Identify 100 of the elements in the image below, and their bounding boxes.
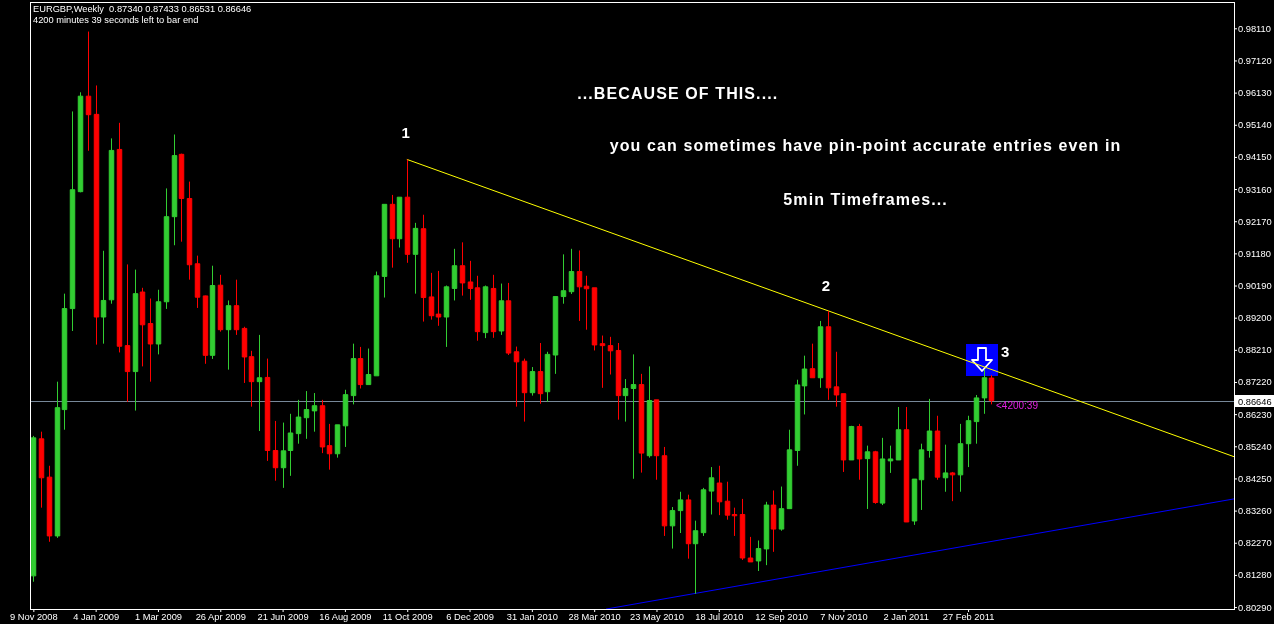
candlestick bbox=[295, 399, 302, 445]
annotation: ...BECAUSE OF THIS.... bbox=[577, 84, 779, 102]
candlestick bbox=[537, 342, 544, 405]
y-tick-label: 0.84250 bbox=[1238, 473, 1272, 484]
x-tick-label: 16 Aug 2009 bbox=[319, 611, 372, 622]
candlestick bbox=[615, 342, 622, 421]
candlestick bbox=[248, 350, 255, 408]
candlestick bbox=[93, 84, 100, 346]
candlestick bbox=[412, 222, 419, 295]
y-tick-label: 0.80290 bbox=[1238, 602, 1272, 613]
candlestick bbox=[124, 263, 131, 403]
x-tick-label: 9 Nov 2008 bbox=[10, 611, 58, 622]
candlestick bbox=[731, 507, 738, 537]
candlestick bbox=[825, 310, 832, 401]
y-tick-label: 0.95140 bbox=[1238, 120, 1272, 131]
candlestick bbox=[801, 355, 808, 415]
candlestick bbox=[490, 274, 497, 339]
candlestick bbox=[521, 358, 528, 423]
candlestick bbox=[794, 379, 801, 467]
candlestick bbox=[147, 298, 154, 383]
candlestick bbox=[365, 348, 372, 386]
candlestick bbox=[482, 285, 489, 339]
candlestick bbox=[435, 270, 442, 327]
candlestick bbox=[856, 423, 863, 481]
candlestick bbox=[513, 346, 520, 408]
candlestick bbox=[599, 335, 606, 389]
candlestick bbox=[303, 390, 310, 440]
candlestick bbox=[233, 279, 240, 336]
annotation: <4200:39 bbox=[996, 400, 1039, 412]
candlestick bbox=[241, 326, 248, 384]
candlestick bbox=[209, 265, 216, 360]
candlestick bbox=[638, 373, 645, 474]
candlestick bbox=[116, 122, 123, 353]
candlestick bbox=[895, 406, 902, 461]
candlestick bbox=[54, 381, 61, 539]
candlestick bbox=[311, 392, 318, 433]
candlestick bbox=[957, 423, 964, 493]
annotation: you can sometimes have pin-point accurate entries even in bbox=[609, 137, 1122, 155]
candlestick bbox=[381, 203, 388, 299]
candlestick bbox=[217, 274, 224, 333]
candlestick bbox=[763, 501, 770, 566]
candlestick bbox=[903, 406, 910, 523]
candlestick bbox=[739, 498, 746, 561]
candlestick bbox=[544, 351, 551, 403]
x-tick-label: 27 Feb 2011 bbox=[942, 611, 995, 622]
candlestick bbox=[467, 260, 474, 301]
candlestick bbox=[319, 399, 326, 454]
candlestick bbox=[389, 194, 396, 269]
candlestick bbox=[256, 334, 263, 432]
candlestick bbox=[770, 489, 777, 553]
candlestick bbox=[607, 336, 614, 376]
candlestick bbox=[708, 466, 715, 515]
annotation: 3 bbox=[1001, 343, 1010, 361]
x-tick-label: 7 Nov 2010 bbox=[820, 611, 868, 622]
candlestick bbox=[879, 437, 886, 506]
candlestick bbox=[622, 378, 629, 423]
y-tick-label: 0.87220 bbox=[1238, 377, 1272, 388]
candlestick bbox=[988, 374, 995, 405]
candlestick bbox=[926, 398, 933, 459]
candlestick bbox=[661, 446, 668, 537]
candlestick bbox=[646, 365, 653, 459]
candlestick bbox=[178, 153, 185, 243]
x-tick-label: 4 Jan 2009 bbox=[73, 611, 120, 622]
y-tick-label: 0.97120 bbox=[1238, 55, 1272, 66]
candlestick bbox=[420, 214, 427, 323]
y-tick-label: 0.92170 bbox=[1238, 216, 1272, 227]
annotation: 5min Timeframes... bbox=[783, 190, 948, 208]
y-tick-label: 0.88210 bbox=[1238, 345, 1272, 356]
candlestick bbox=[981, 369, 988, 415]
candlestick bbox=[139, 287, 146, 367]
y-tick-label: 0.90190 bbox=[1238, 281, 1272, 291]
x-tick-label: 6 Dec 2009 bbox=[446, 611, 494, 622]
candlestick bbox=[716, 465, 723, 516]
candlestick bbox=[46, 465, 53, 543]
y-tick-label: 0.89200 bbox=[1238, 313, 1272, 324]
candlestick bbox=[326, 423, 333, 471]
candlestick bbox=[677, 491, 684, 534]
candlestick bbox=[630, 353, 637, 480]
y-tick-label: 0.93160 bbox=[1238, 184, 1272, 195]
candlestick bbox=[747, 536, 754, 563]
candlestick bbox=[342, 389, 349, 448]
x-tick-label: 31 Jan 2010 bbox=[506, 611, 558, 622]
candlestick bbox=[498, 283, 505, 336]
candlestick bbox=[404, 159, 411, 264]
x-tick-label: 21 Jun 2009 bbox=[257, 611, 309, 622]
y-tick-label: 0.91180 bbox=[1238, 248, 1271, 259]
candlestick bbox=[459, 241, 466, 297]
candlestick bbox=[69, 110, 76, 332]
annotation: 2 bbox=[821, 277, 831, 295]
candlestick bbox=[264, 358, 271, 462]
candlestick bbox=[287, 413, 294, 477]
candlestick bbox=[786, 429, 793, 510]
y-tick-label: 0.82270 bbox=[1238, 538, 1272, 549]
candlestick bbox=[973, 394, 980, 445]
x-tick-label: 28 Mar 2010 bbox=[568, 611, 621, 622]
ref-line-label: 0.86646 bbox=[1238, 396, 1272, 407]
candlestick bbox=[77, 91, 84, 193]
candlestick bbox=[171, 134, 178, 246]
candlestick bbox=[692, 520, 699, 595]
candlestick bbox=[942, 444, 949, 493]
